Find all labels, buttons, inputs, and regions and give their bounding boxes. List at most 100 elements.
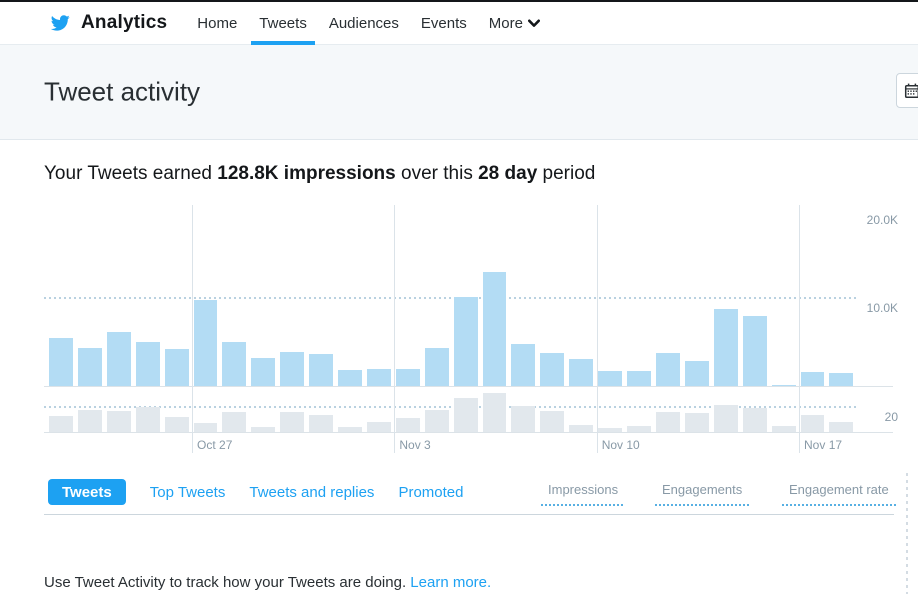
engagements-bar[interactable] <box>49 415 73 432</box>
week-gridline <box>799 205 801 453</box>
week-gridline <box>192 205 194 453</box>
engagements-bar[interactable] <box>829 422 854 432</box>
week-gridline <box>394 205 396 453</box>
y-axis-label: 10.0K <box>866 301 898 315</box>
y-axis-label: 20.0K <box>866 213 898 227</box>
engagements-bar[interactable] <box>251 427 276 432</box>
engagements-bar[interactable] <box>338 427 362 432</box>
nav-item-tweets[interactable]: Tweets <box>248 2 318 45</box>
engagements-bar[interactable] <box>424 409 449 432</box>
impressions-bar[interactable] <box>829 372 854 386</box>
impressions-bar[interactable] <box>424 348 449 386</box>
engagements-bar[interactable] <box>800 414 825 432</box>
metric-toggle-engagements[interactable]: Engagements <box>655 482 750 506</box>
impressions-bar[interactable] <box>49 338 73 386</box>
tweet-list-tabs: Tweets Top Tweets Tweets and replies Pro… <box>44 478 463 506</box>
impressions-total: 128.8K impressions <box>217 163 396 184</box>
impressions-bar[interactable] <box>338 370 362 386</box>
engagements-bar[interactable] <box>106 410 131 432</box>
calendar-icon <box>904 83 918 99</box>
right-edge-dotted-border <box>906 473 908 594</box>
engagements-bar[interactable] <box>540 410 565 432</box>
engagements-bar[interactable] <box>77 409 102 432</box>
x-axis-date-label: Nov 10 <box>601 438 640 452</box>
engagements-bar[interactable] <box>164 417 189 432</box>
impressions-bar[interactable] <box>771 385 796 386</box>
nav-item-more[interactable]: More <box>478 2 551 45</box>
engagements-bar[interactable] <box>135 407 160 432</box>
engagements-baseline <box>44 432 893 433</box>
window-top-edge <box>0 0 918 2</box>
engagements-bar[interactable] <box>656 412 680 432</box>
engagements-bar[interactable] <box>366 422 391 432</box>
period-length: 28 day <box>478 163 538 184</box>
impressions-baseline <box>44 386 893 387</box>
impressions-bar[interactable] <box>540 353 565 386</box>
impressions-bar[interactable] <box>164 349 189 386</box>
engagements-bar[interactable] <box>222 412 247 432</box>
impressions-bar[interactable] <box>193 299 218 386</box>
nav-item-audiences[interactable]: Audiences <box>328 14 399 32</box>
impressions-bar[interactable] <box>627 371 651 386</box>
learn-more-link[interactable]: Learn more. <box>410 574 492 591</box>
impressions-bar[interactable] <box>395 369 420 386</box>
impressions-summary: Your Tweets earned 128.8K impressions ov… <box>44 163 596 184</box>
tab-tweets[interactable]: Tweets <box>48 479 126 505</box>
engagements-bar[interactable] <box>395 418 420 432</box>
x-axis-date-label: Oct 27 <box>197 438 233 452</box>
engagements-bar[interactable] <box>453 398 478 432</box>
impressions-bar[interactable] <box>280 351 305 386</box>
impressions-bar[interactable] <box>309 354 334 386</box>
page-title: Tweet activity <box>44 76 201 107</box>
engagements-bar[interactable] <box>309 414 334 432</box>
analytics-brand[interactable]: Analytics <box>81 12 168 33</box>
impressions-bar[interactable] <box>106 332 131 386</box>
impressions-bar[interactable] <box>453 297 478 386</box>
nav-item-home[interactable]: Home <box>197 14 238 32</box>
engagements-bar[interactable] <box>684 413 709 432</box>
impressions-bar[interactable] <box>656 353 680 386</box>
date-range-button[interactable] <box>896 73 918 108</box>
impressions-bar[interactable] <box>135 342 160 386</box>
impressions-bar[interactable] <box>366 369 391 386</box>
impressions-bar[interactable] <box>569 358 594 386</box>
top-navbar: Analytics Home Tweets Audiences Events M… <box>0 2 918 45</box>
engagements-bar[interactable] <box>193 423 218 432</box>
engagements-reference-line <box>44 406 858 408</box>
engagements-bar[interactable] <box>627 425 651 432</box>
engagements-bar[interactable] <box>280 412 305 432</box>
impressions-bar[interactable] <box>511 343 536 386</box>
chevron-down-icon <box>527 18 540 28</box>
tab-tweets-and-replies[interactable]: Tweets and replies <box>249 483 375 501</box>
impressions-bar[interactable] <box>251 357 276 386</box>
x-axis-date-label: Nov 17 <box>804 438 843 452</box>
footer-note: Use Tweet Activity to track how your Twe… <box>44 574 492 591</box>
engagements-bar[interactable] <box>482 393 507 432</box>
metric-toggle-impressions[interactable]: Impressions <box>541 482 626 506</box>
engagements-bar[interactable] <box>771 425 796 432</box>
nav-item-events[interactable]: Events <box>420 14 467 32</box>
y-axis-label: 20 <box>884 410 898 424</box>
impressions-bar[interactable] <box>222 342 247 386</box>
impressions-bar[interactable] <box>684 361 709 386</box>
impressions-bar[interactable] <box>713 308 738 386</box>
week-gridline <box>596 205 598 453</box>
section-divider <box>44 514 894 515</box>
engagements-bar[interactable] <box>511 405 536 432</box>
impressions-bar[interactable] <box>77 348 102 386</box>
twitter-bird-icon[interactable] <box>48 13 72 33</box>
page-header: Tweet activity <box>0 45 918 140</box>
impressions-bar[interactable] <box>800 371 825 386</box>
impressions-bar[interactable] <box>482 272 507 386</box>
tab-promoted[interactable]: Promoted <box>398 483 464 501</box>
metric-toggle-engagement-rate[interactable]: Engagement rate <box>782 482 896 506</box>
impressions-bar[interactable] <box>742 316 767 386</box>
tab-top-tweets[interactable]: Top Tweets <box>149 483 226 501</box>
impressions-10k-reference-line <box>44 297 858 299</box>
engagements-bar[interactable] <box>598 428 623 432</box>
engagements-bar[interactable] <box>569 424 594 432</box>
engagements-bar[interactable] <box>742 408 767 432</box>
impressions-bar[interactable] <box>598 371 623 386</box>
engagements-bar[interactable] <box>713 404 738 432</box>
x-axis-date-label: Nov 3 <box>399 438 431 452</box>
